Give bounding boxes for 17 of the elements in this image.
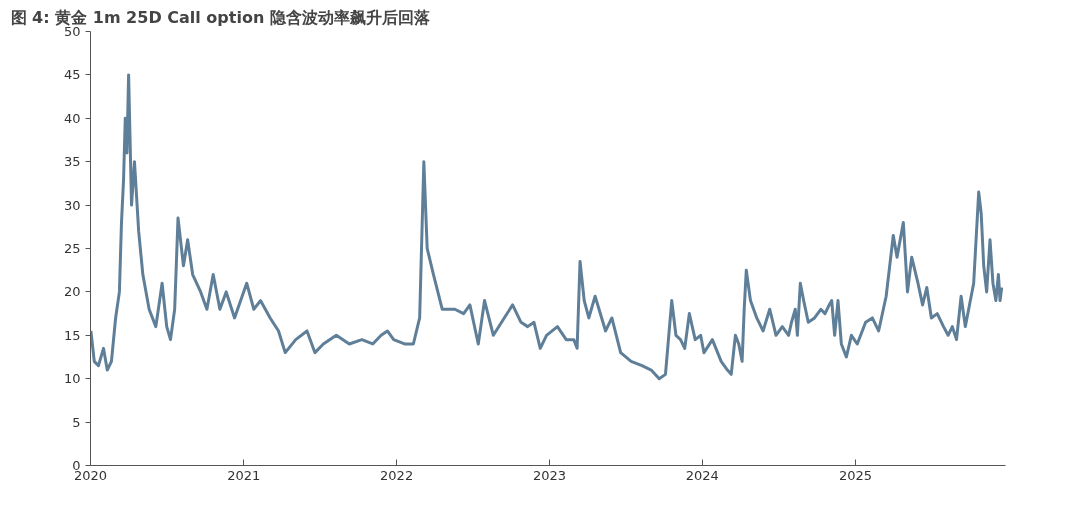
x-tick-label: 2023 — [532, 467, 567, 483]
y-tick-label: 20 — [63, 284, 81, 300]
line-series — [90, 73, 1004, 381]
x-tick-label: 2025 — [839, 467, 873, 483]
y-tick-label: 10 — [63, 371, 81, 387]
y-tick-label: 30 — [63, 197, 81, 213]
y-tick-label: 50 — [63, 24, 81, 39]
y-tick-label: 15 — [63, 327, 81, 343]
y-tick-label: 5 — [72, 414, 81, 430]
y-tick-label: 25 — [63, 241, 81, 256]
x-tick-label: 2024 — [685, 467, 719, 483]
x-tick-label: 2021 — [227, 467, 261, 483]
y-tick-label: 35 — [63, 154, 81, 170]
y-tick-label: 45 — [63, 67, 81, 83]
x-tick-label: 2022 — [380, 467, 414, 483]
chart-title: 图 4: 黄金 1m 25D Call option 隐含波动率飙升后回落 — [10, 7, 430, 27]
y-tick-label: 40 — [63, 110, 81, 126]
